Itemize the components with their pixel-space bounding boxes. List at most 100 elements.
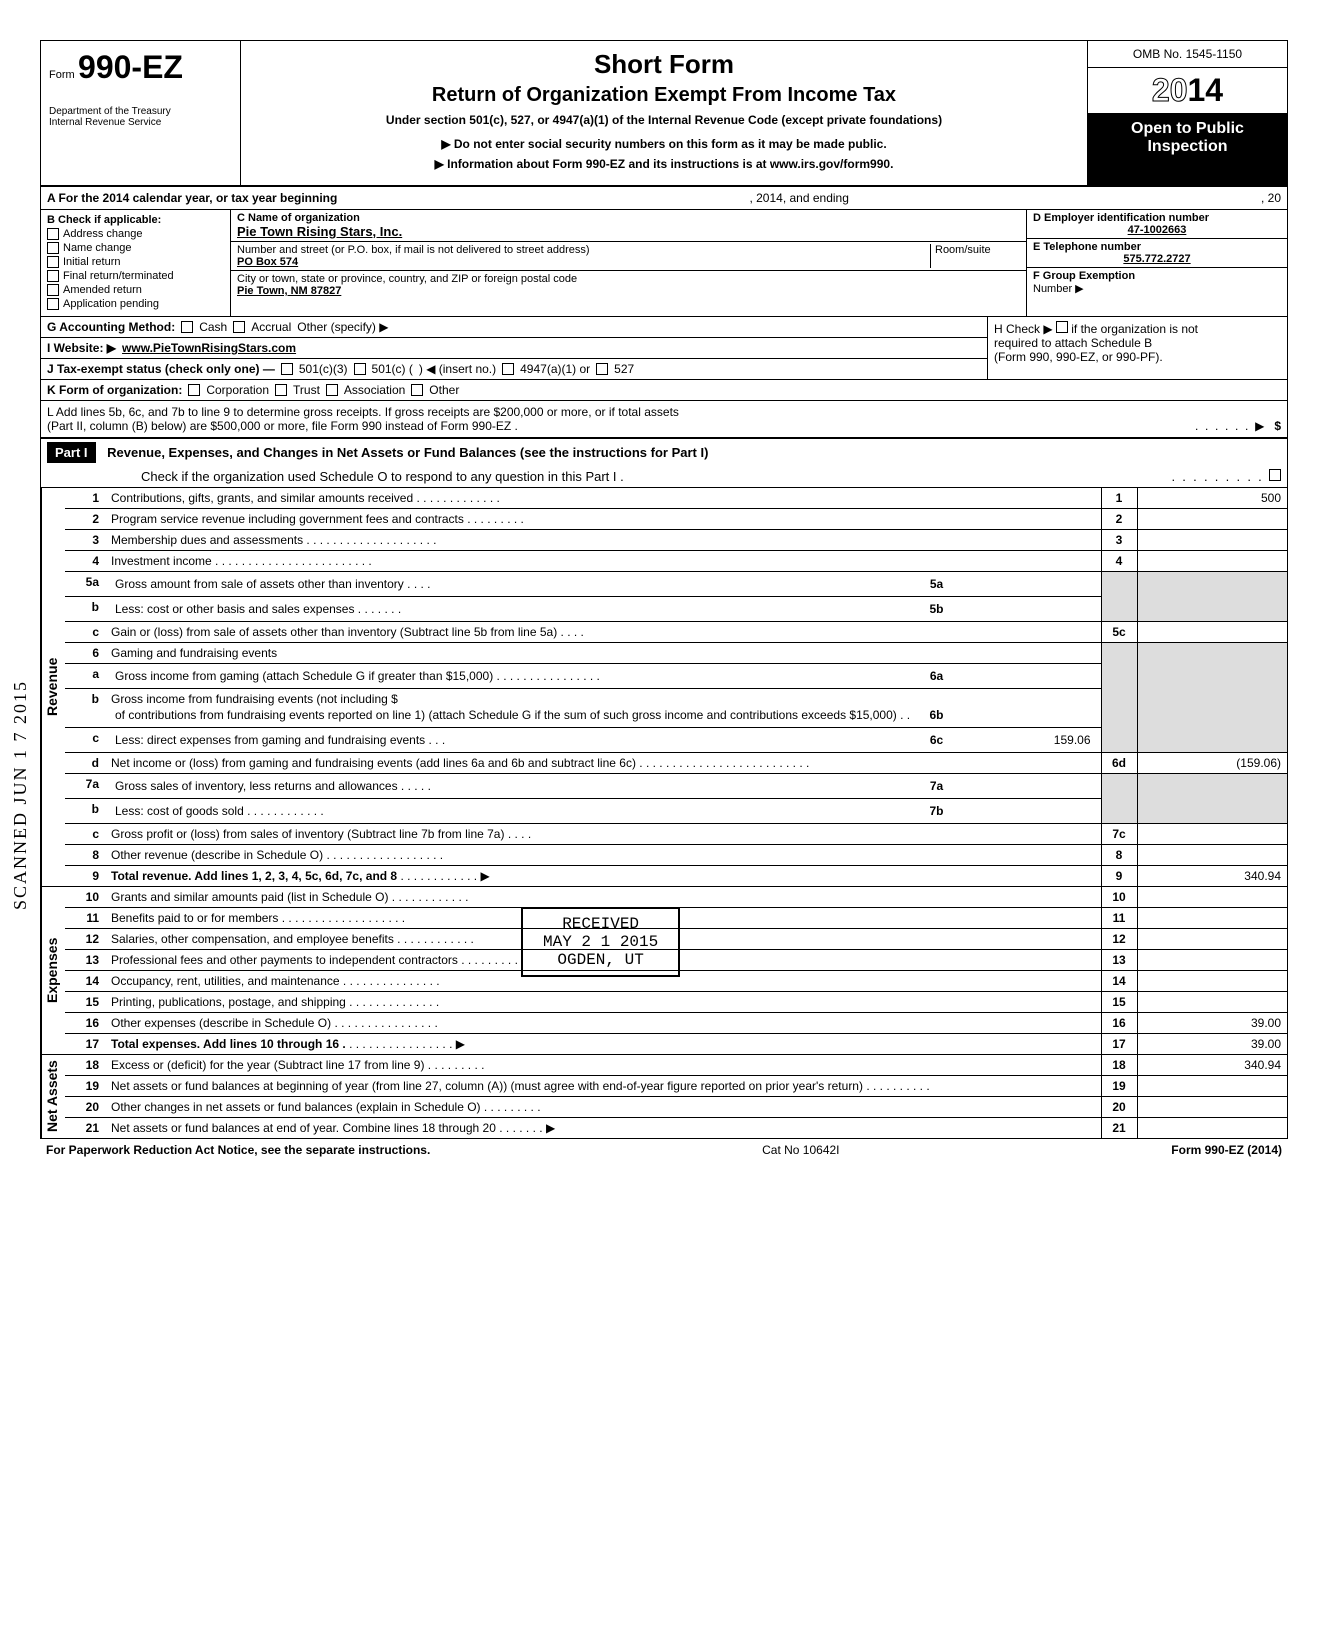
- line-desc: Gain or (loss) from sale of assets other…: [105, 622, 1101, 643]
- line-desc: Printing, publications, postage, and shi…: [105, 992, 1101, 1013]
- line-12: 12 Salaries, other compensation, and emp…: [65, 929, 1287, 950]
- checkbox-icon[interactable]: [275, 384, 287, 396]
- street-value: PO Box 574: [237, 256, 930, 268]
- checkbox-icon[interactable]: [411, 384, 423, 396]
- group-exemption-cell: F Group Exemption Number ▶: [1027, 268, 1287, 297]
- line-no: 9: [65, 866, 105, 887]
- line-desc: Program service revenue including govern…: [105, 509, 1101, 530]
- line-box: 17: [1101, 1034, 1137, 1055]
- checkbox-icon: [47, 284, 59, 296]
- line-no: 21: [65, 1118, 105, 1139]
- ein-value: 47-1002663: [1033, 224, 1281, 236]
- form-990ez: Form 990-EZ Department of the Treasury I…: [40, 40, 1288, 1139]
- line-no: 4: [65, 551, 105, 572]
- line-6d: d Net income or (loss) from gaming and f…: [65, 753, 1287, 774]
- checkbox-icon[interactable]: [181, 321, 193, 333]
- line-amount: (159.06): [1137, 753, 1287, 774]
- line-box: 11: [1101, 908, 1137, 929]
- line-box: 14: [1101, 971, 1137, 992]
- line-no: a: [65, 664, 105, 689]
- part1-check-row: Check if the organization used Schedule …: [41, 466, 1287, 487]
- line-box: 19: [1101, 1076, 1137, 1097]
- checkbox-icon[interactable]: [188, 384, 200, 396]
- line-4: 4 Investment income . . . . . . . . . . …: [65, 551, 1287, 572]
- checkbox-icon[interactable]: [281, 363, 293, 375]
- sub-amount: [955, 802, 1095, 820]
- check-initial-return[interactable]: Initial return: [47, 256, 224, 268]
- check-name-change[interactable]: Name change: [47, 242, 224, 254]
- header-right: OMB No. 1545-1150 2014 Open to Public In…: [1087, 41, 1287, 185]
- checkbox-icon[interactable]: [326, 384, 338, 396]
- check-application-pending[interactable]: Application pending: [47, 298, 224, 310]
- scanned-stamp: SCANNED JUN 1 7 2015: [10, 680, 31, 910]
- row-g: G Accounting Method: Cash Accrual Other …: [41, 317, 987, 337]
- checkbox-icon[interactable]: [354, 363, 366, 375]
- h-text1: if the organization is not: [1071, 322, 1198, 336]
- line-amount: [1137, 971, 1287, 992]
- line-no: b: [65, 689, 105, 728]
- line-amount: [1137, 887, 1287, 908]
- row-h: H Check ▶ if the organization is not req…: [987, 317, 1287, 379]
- k-assoc: Association: [344, 383, 405, 397]
- sub-box: 5a: [919, 575, 955, 593]
- line-amount: 39.00: [1137, 1013, 1287, 1034]
- line-no: 8: [65, 845, 105, 866]
- line-no: 17: [65, 1034, 105, 1055]
- checkbox-icon[interactable]: [502, 363, 514, 375]
- line-13: 13 Professional fees and other payments …: [65, 950, 1287, 971]
- line-7a: 7a Gross sales of inventory, less return…: [65, 774, 1287, 799]
- check-final-return[interactable]: Final return/terminated: [47, 270, 224, 282]
- line-box: 16: [1101, 1013, 1137, 1034]
- j-527: 527: [614, 362, 634, 376]
- year-bold: 14: [1188, 72, 1224, 108]
- phone-cell: E Telephone number 575.772.2727: [1027, 239, 1287, 268]
- col-c: C Name of organization Pie Town Rising S…: [231, 210, 1027, 316]
- checkbox-icon[interactable]: [233, 321, 245, 333]
- line-desc: Gross income from gaming (attach Schedul…: [105, 664, 1101, 689]
- footer-left: For Paperwork Reduction Act Notice, see …: [46, 1143, 430, 1157]
- short-form-title: Short Form: [257, 49, 1071, 80]
- footer-right: Form 990-EZ (2014): [1171, 1143, 1282, 1157]
- line-desc: Gross sales of inventory, less returns a…: [105, 774, 1101, 799]
- line-desc: Net assets or fund balances at end of ye…: [105, 1118, 1101, 1139]
- line-amount: [1137, 1076, 1287, 1097]
- line-8: 8 Other revenue (describe in Schedule O)…: [65, 845, 1287, 866]
- ssn-note: ▶ Do not enter social security numbers o…: [257, 137, 1071, 151]
- year-prefix: 20: [1152, 72, 1188, 108]
- line-desc: Less: cost or other basis and sales expe…: [105, 597, 1101, 622]
- public-line1: Open to Public: [1094, 120, 1281, 138]
- omb-number: OMB No. 1545-1150: [1088, 41, 1287, 68]
- dept-treasury: Department of the Treasury: [49, 106, 232, 117]
- header-center: Short Form Return of Organization Exempt…: [241, 41, 1087, 185]
- j-501c: 501(c) (: [372, 362, 413, 376]
- line-amount: [1137, 1118, 1287, 1139]
- checkbox-icon: [47, 228, 59, 240]
- check-address-change[interactable]: Address change: [47, 228, 224, 240]
- check-amended-return[interactable]: Amended return: [47, 284, 224, 296]
- line-desc: Net assets or fund balances at beginning…: [105, 1076, 1101, 1097]
- checkbox-icon[interactable]: [596, 363, 608, 375]
- line-5c: c Gain or (loss) from sale of assets oth…: [65, 622, 1287, 643]
- line-no: 18: [65, 1055, 105, 1076]
- line-16: 16 Other expenses (describe in Schedule …: [65, 1013, 1287, 1034]
- street-cell: Number and street (or P.O. box, if mail …: [231, 242, 1026, 271]
- line-box: 18: [1101, 1055, 1137, 1076]
- j-4947: 4947(a)(1) or: [520, 362, 590, 376]
- line-desc: Membership dues and assessments . . . . …: [105, 530, 1101, 551]
- k-trust: Trust: [293, 383, 320, 397]
- line-3: 3 Membership dues and assessments . . . …: [65, 530, 1287, 551]
- revenue-table: 1 Contributions, gifts, grants, and simi…: [65, 488, 1287, 886]
- group-label: F Group Exemption: [1033, 270, 1135, 282]
- form-number: 990-EZ: [78, 49, 183, 85]
- line-amount: [1137, 950, 1287, 971]
- checkbox-icon[interactable]: [1056, 321, 1068, 333]
- line-2: 2 Program service revenue including gove…: [65, 509, 1287, 530]
- line-no: d: [65, 753, 105, 774]
- line-desc: Less: cost of goods sold . . . . . . . .…: [105, 799, 1101, 824]
- street-label: Number and street (or P.O. box, if mail …: [237, 244, 930, 256]
- line-no: 15: [65, 992, 105, 1013]
- line-no: c: [65, 824, 105, 845]
- sub-box: 6c: [919, 731, 955, 749]
- checkbox-icon[interactable]: [1269, 469, 1281, 481]
- section-text: Under section 501(c), 527, or 4947(a)(1)…: [257, 113, 1071, 127]
